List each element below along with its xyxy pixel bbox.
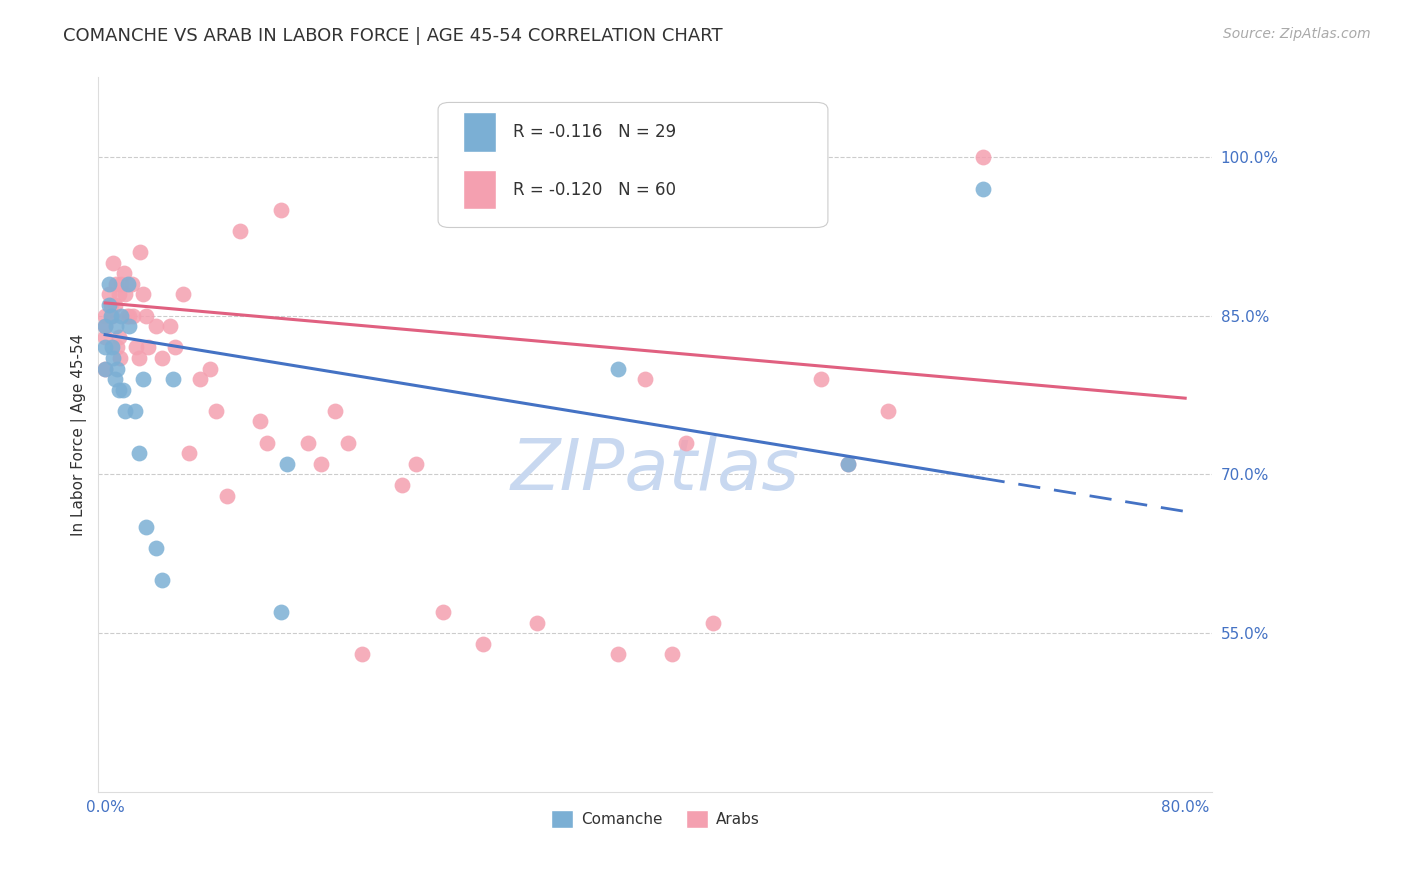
- Point: [125, 340, 148, 354]
- Point: [105, 361, 128, 376]
- Point: [101, 340, 124, 354]
- Point: [94, 361, 117, 376]
- Point: [177, 446, 200, 460]
- Text: Source: ZipAtlas.com: Source: ZipAtlas.com: [1223, 27, 1371, 41]
- Point: [661, 648, 683, 662]
- Point: [215, 489, 238, 503]
- Point: [150, 351, 173, 365]
- FancyBboxPatch shape: [463, 112, 496, 152]
- Point: [121, 277, 143, 291]
- Point: [107, 287, 129, 301]
- Legend: Comanche, Arabs: Comanche, Arabs: [544, 804, 766, 834]
- Point: [128, 351, 150, 365]
- Point: [117, 277, 139, 291]
- Point: [103, 298, 125, 312]
- Point: [249, 414, 271, 428]
- Point: [145, 319, 167, 334]
- Point: [837, 457, 859, 471]
- Point: [132, 287, 155, 301]
- Point: [526, 615, 548, 630]
- Point: [94, 361, 117, 376]
- Point: [104, 319, 127, 334]
- Point: [103, 372, 125, 386]
- Point: [135, 520, 157, 534]
- Point: [229, 224, 252, 238]
- Point: [145, 541, 167, 556]
- Point: [107, 330, 129, 344]
- Point: [98, 287, 121, 301]
- Point: [391, 478, 413, 492]
- Point: [114, 287, 136, 301]
- Point: [100, 298, 122, 312]
- Point: [877, 404, 900, 418]
- Point: [111, 383, 134, 397]
- Point: [104, 277, 127, 291]
- Point: [94, 330, 117, 344]
- Point: [115, 309, 138, 323]
- FancyBboxPatch shape: [439, 103, 828, 227]
- Point: [94, 340, 117, 354]
- Point: [270, 202, 292, 217]
- Point: [98, 298, 121, 312]
- Point: [309, 457, 332, 471]
- Point: [150, 574, 173, 588]
- Point: [675, 435, 697, 450]
- Point: [132, 372, 155, 386]
- Text: R = -0.116   N = 29: R = -0.116 N = 29: [513, 123, 676, 141]
- Point: [972, 181, 994, 195]
- Text: R = -0.120   N = 60: R = -0.120 N = 60: [513, 180, 676, 199]
- Point: [128, 446, 150, 460]
- Point: [159, 319, 181, 334]
- Point: [256, 435, 278, 450]
- Point: [810, 372, 832, 386]
- Point: [94, 309, 117, 323]
- Point: [323, 404, 346, 418]
- Point: [276, 457, 298, 471]
- Point: [118, 309, 141, 323]
- Point: [94, 319, 117, 334]
- Point: [162, 372, 184, 386]
- Point: [607, 648, 630, 662]
- Point: [972, 150, 994, 164]
- Point: [114, 404, 136, 418]
- Point: [103, 351, 125, 365]
- Point: [103, 255, 125, 269]
- Point: [94, 319, 117, 334]
- Point: [107, 383, 129, 397]
- Point: [634, 372, 657, 386]
- Point: [297, 435, 319, 450]
- Text: ZIPatlas: ZIPatlas: [510, 436, 800, 505]
- Point: [172, 287, 194, 301]
- Point: [108, 351, 131, 365]
- Point: [118, 319, 141, 334]
- Point: [204, 404, 226, 418]
- Point: [105, 340, 128, 354]
- Point: [110, 309, 132, 323]
- Text: COMANCHE VS ARAB IN LABOR FORCE | AGE 45-54 CORRELATION CHART: COMANCHE VS ARAB IN LABOR FORCE | AGE 45…: [63, 27, 723, 45]
- Point: [200, 361, 222, 376]
- Point: [112, 266, 135, 280]
- Point: [101, 309, 124, 323]
- FancyBboxPatch shape: [463, 170, 496, 210]
- Point: [405, 457, 427, 471]
- Point: [135, 309, 157, 323]
- Point: [136, 340, 159, 354]
- Point: [98, 277, 121, 291]
- Point: [432, 605, 454, 619]
- Point: [100, 309, 122, 323]
- Point: [702, 615, 724, 630]
- Point: [188, 372, 211, 386]
- Point: [350, 648, 373, 662]
- Point: [129, 245, 152, 260]
- Point: [837, 457, 859, 471]
- Point: [607, 361, 630, 376]
- Point: [472, 637, 495, 651]
- Point: [122, 309, 145, 323]
- Point: [124, 404, 146, 418]
- Point: [270, 605, 292, 619]
- Point: [337, 435, 360, 450]
- Y-axis label: In Labor Force | Age 45-54: In Labor Force | Age 45-54: [72, 334, 87, 536]
- Point: [110, 277, 132, 291]
- Point: [165, 340, 187, 354]
